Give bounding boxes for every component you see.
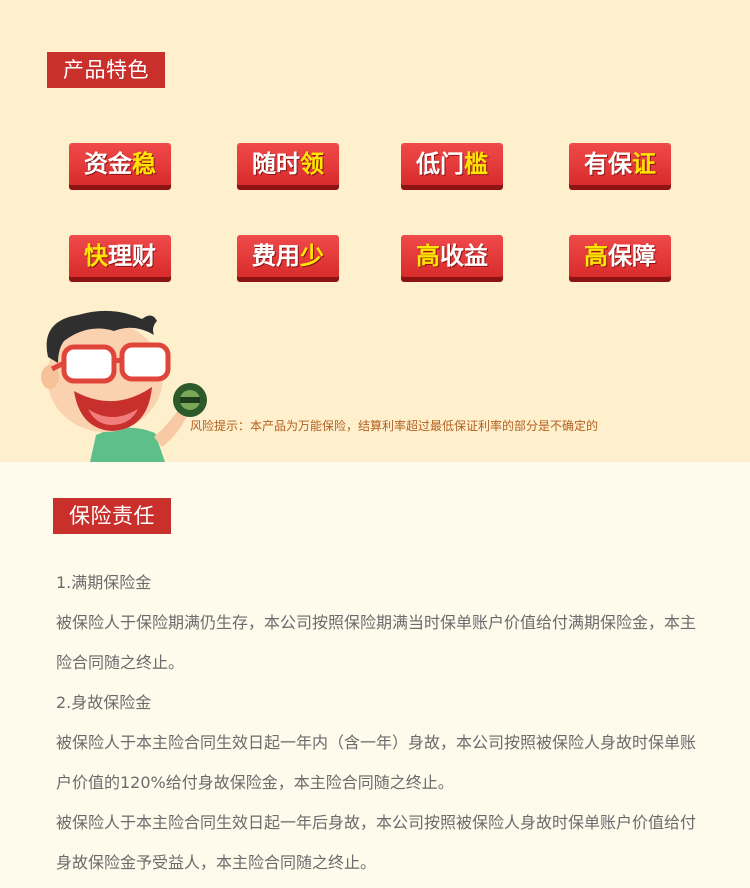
feature-withdraw-anytime[interactable]: 随时领	[237, 143, 339, 185]
mascot-illustration	[41, 310, 207, 462]
feature-stable-funds[interactable]: 资金稳	[69, 143, 171, 185]
feature-label-highlight: 快	[84, 242, 108, 270]
heading-maturity-benefit: 1.满期保险金	[56, 573, 152, 592]
feature-high-returns[interactable]: 高收益	[401, 235, 503, 277]
feature-label-highlight: 高	[416, 242, 440, 270]
feature-label-highlight: 少	[300, 242, 324, 270]
feature-label-pre: 费用	[252, 242, 300, 270]
feature-fast-finance[interactable]: 快理财	[69, 235, 171, 277]
feature-label-pre: 有保	[584, 150, 632, 178]
feature-label-post: 收益	[440, 242, 488, 270]
feature-label-highlight: 证	[632, 150, 656, 178]
paragraph-death-benefit-after-first-year: 被保险人于本主险合同生效日起一年后身故，本公司按照被保险人身故时保单账户价值给付…	[56, 813, 697, 872]
feature-label-highlight: 高	[584, 242, 608, 270]
liability-title: 保险责任	[53, 498, 171, 534]
feature-label-highlight: 稳	[132, 150, 156, 178]
risk-disclaimer: 风险提示：本产品为万能保险，结算利率超过最低保证利率的部分是不确定的	[190, 419, 599, 433]
paragraph-maturity-benefit: 被保险人于保险期满仍生存，本公司按照保险期满当时保单账户价值给付满期保险金，本主…	[56, 613, 697, 672]
features-title: 产品特色	[47, 52, 165, 88]
feature-label-highlight: 槛	[464, 150, 488, 178]
feature-label-pre: 随时	[252, 150, 300, 178]
heading-death-benefit: 2.身故保险金	[56, 693, 152, 712]
feature-label-post: 保障	[608, 242, 656, 270]
liability-content: 1.满期保险金 被保险人于保险期满仍生存，本公司按照保险期满当时保单账户价值给付…	[56, 563, 696, 883]
feature-low-fees[interactable]: 费用少	[237, 235, 339, 277]
feature-guaranteed[interactable]: 有保证	[569, 143, 671, 185]
paragraph-death-benefit-first-year: 被保险人于本主险合同生效日起一年内（含一年）身故，本公司按照被保险人身故时保单账…	[56, 733, 697, 792]
feature-high-protection[interactable]: 高保障	[569, 235, 671, 277]
feature-low-threshold[interactable]: 低门槛	[401, 143, 503, 185]
feature-label-highlight: 领	[300, 150, 324, 178]
feature-label-pre: 资金	[84, 150, 132, 178]
feature-label-post: 理财	[108, 242, 156, 270]
feature-label-pre: 低门	[416, 150, 464, 178]
